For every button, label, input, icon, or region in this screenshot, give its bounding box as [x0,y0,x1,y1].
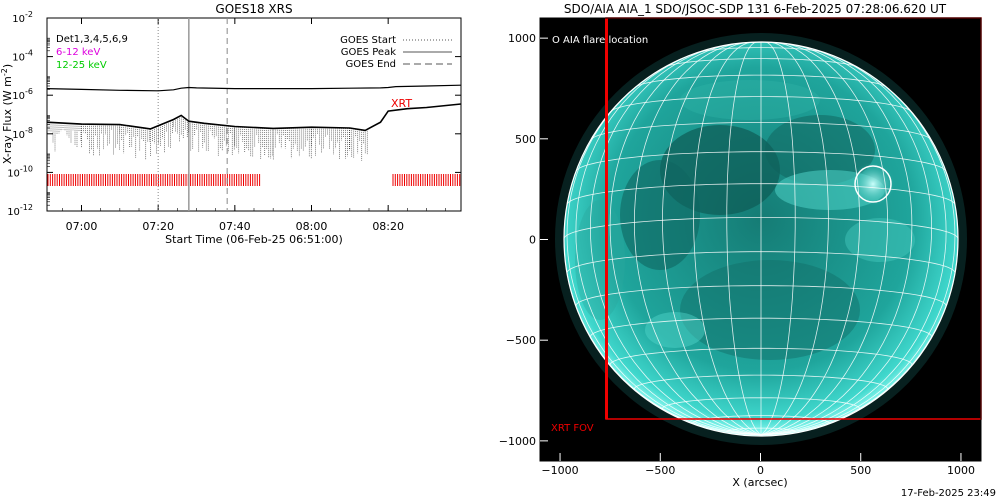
footer-timestamp: 17-Feb-2025 23:49 [901,488,996,499]
longitude-line [760,42,796,436]
aia-y-tick-label: −500 [506,334,536,347]
legend-goes-entry: GOES Start [340,35,396,46]
aia-y-tick-label: −1000 [499,435,536,448]
longitude-line [726,42,762,436]
aia-xlabel: X (arcsec) [732,476,787,489]
xrt-fov-label: XRT FOV [551,423,594,434]
legend-energy-entry: 6-12 keV [56,47,100,58]
aia-x-tick-label: −500 [645,464,675,477]
aia-x-tick-label: 500 [850,464,871,477]
y-tick-label: 10-2 [12,10,33,25]
aia-x-tick-label: −1000 [541,464,578,477]
aia-x-tick-label: 1000 [947,464,975,477]
solar-limb [563,41,959,437]
flare-brightening [851,162,895,206]
aia-axes: −1000 −500 0 500 1000 1000 500 0 −500 −1000 [499,32,975,477]
y-tick-label: 10-6 [12,87,33,102]
longitude-line [760,42,829,436]
y-tick-label: 10-10 [7,164,33,179]
aia-image-panel: SDO/AIA AIA_1 SDO/JSOC-SDP 131 6-Feb-202… [499,2,982,489]
goes-lightcurve-panel: GOES18 XRS 10-2 10-4 10-6 10-8 10-10 10-12 07… [0,2,462,246]
longitude-line [693,42,762,436]
lightcurve-y-axis: 10-2 10-4 10-6 10-8 10-10 10-12 [7,10,461,218]
x-tick-label: 07:00 [66,220,98,233]
legend-goes-entry: GOES End [346,59,396,70]
longitude-line [760,42,889,436]
aia-x-tick-label: 0 [757,464,764,477]
x-tick-label: 08:00 [296,220,328,233]
y-tick-label: 10-4 [12,49,33,64]
legend-energy-entry: Det1,3,4,5,6,9 [56,34,128,45]
longitude-line [589,46,762,436]
lightcurve-xlabel: Start Time (06-Feb-25 06:51:00) [165,233,343,246]
goes-event-markers [157,18,228,211]
lightcurve-series [47,84,461,161]
longitude-line [760,72,956,436]
longitude-line [760,50,947,436]
legend-energy-entry: 12-25 keV [56,60,107,71]
x-tick-label: 08:20 [372,220,404,233]
lightcurve-ylabel: X-ray Flux (W m-2) [0,64,14,164]
x-tick-label: 07:20 [142,220,174,233]
aia-title: SDO/AIA AIA_1 SDO/JSOC-SDP 131 6-Feb-202… [564,2,947,16]
y-tick-label: 10-8 [12,126,33,141]
lightcurve-legend-energy: Det1,3,4,5,6,9 6-12 keV 12-25 keV [56,34,128,71]
xrt-fov-left-edge [605,18,608,419]
legend-goes-entry: GOES Peak [341,47,396,58]
lightcurve-series-line [47,84,461,92]
solar-features [575,80,915,360]
lightcurve-x-axis: 07:00 07:20 07:40 08:00 08:20 [62,18,446,233]
lightcurve-frame [46,17,462,212]
x-tick-label: 07:40 [219,220,251,233]
lightcurve-series-line [47,103,461,132]
y-tick-label: 10-12 [7,203,33,218]
longitude-line [609,44,762,436]
longitude-line [633,42,762,436]
longitude-line [566,72,762,436]
longitude-line [575,50,762,436]
longitude-line [760,46,933,436]
xrt-coverage-bars [47,174,461,186]
xrt-annotation: XRT [391,97,412,110]
lightcurve-title: GOES18 XRS [215,2,292,16]
heliographic-grid [564,42,958,436]
aia-y-tick-label: 0 [529,234,536,247]
aia-y-tick-label: 500 [515,133,536,146]
longitude-line [760,42,860,436]
flare-location-circle [854,165,892,203]
aia-legend-flare-location: O AIA flare location [552,35,648,46]
aia-y-tick-label: 1000 [508,32,536,45]
longitude-line [760,44,913,436]
longitude-line [662,42,762,436]
